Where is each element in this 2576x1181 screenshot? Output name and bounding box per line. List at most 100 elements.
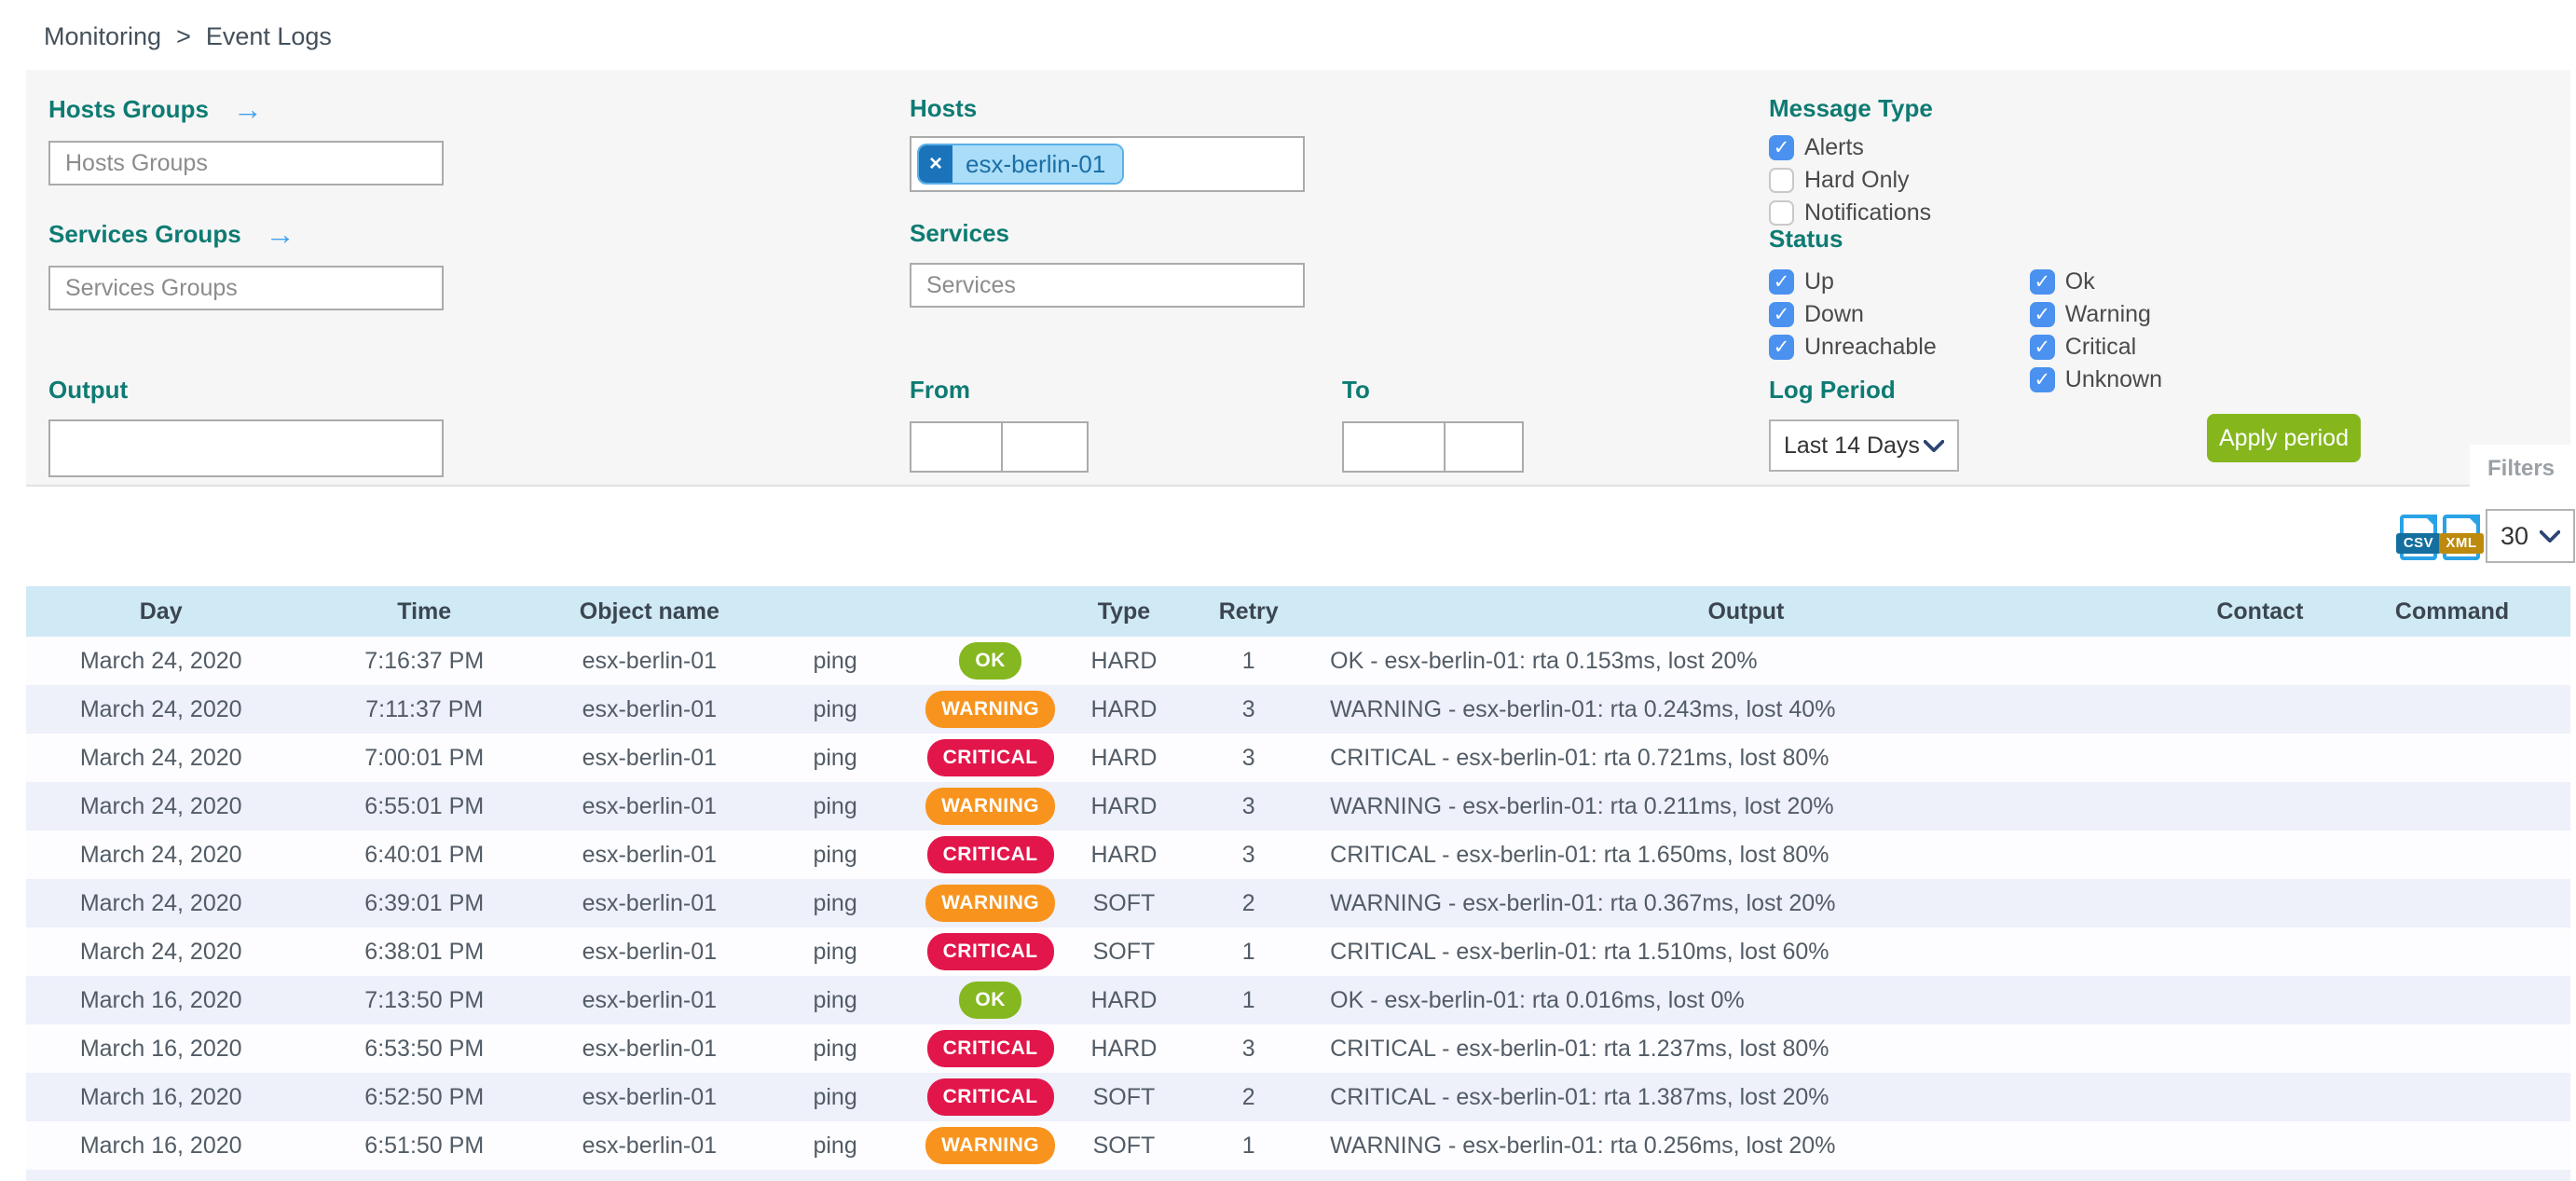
checkbox-ok[interactable]: Ok bbox=[2029, 268, 2162, 295]
checkbox-critical[interactable]: Critical bbox=[2029, 334, 2162, 361]
table-row[interactable]: March 24, 2020 6:38:01 PM esx-berlin-01 pin… bbox=[26, 927, 2570, 976]
cell-service: ping bbox=[813, 1035, 857, 1062]
cell-type: SOFT bbox=[1092, 1132, 1156, 1159]
cell-contact bbox=[2186, 976, 2334, 1024]
log-period-select[interactable]: Last 14 Days bbox=[1769, 419, 1959, 472]
table-row[interactable]: March 24, 2020 7:11:37 PM esx-berlin-01 pin… bbox=[26, 685, 2570, 734]
cell-contact bbox=[2186, 1073, 2334, 1121]
table-row[interactable]: March 16, 2020 6:52:50 PM esx-berlin-01 pin… bbox=[26, 1073, 2570, 1121]
column-header-command[interactable]: Command bbox=[2334, 586, 2570, 637]
services-input[interactable] bbox=[910, 263, 1305, 308]
column-header-status bbox=[924, 586, 1057, 637]
checkbox-warning[interactable]: Warning bbox=[2029, 301, 2162, 328]
chevron-down-icon bbox=[2540, 529, 2560, 542]
cell-object-name: esx-berlin-01 bbox=[582, 695, 718, 722]
cell-day: March 16, 2020 bbox=[79, 1083, 242, 1110]
column-header-service bbox=[746, 586, 925, 637]
column-header-time[interactable]: Time bbox=[295, 586, 554, 637]
checkbox-up[interactable]: Up bbox=[1769, 268, 1937, 295]
table-row[interactable]: March 24, 2020 7:00:01 PM esx-berlin-01 pin… bbox=[26, 734, 2570, 782]
cell-retry: 3 bbox=[1241, 792, 1255, 819]
table-row[interactable]: March 16, 2020 6:53:50 PM esx-berlin-01 pin… bbox=[26, 1024, 2570, 1073]
table-row[interactable]: March 24, 2020 6:39:01 PM esx-berlin-01 pin… bbox=[26, 879, 2570, 927]
cell-service: ping bbox=[813, 889, 857, 916]
table-row[interactable]: March 16, 2020 6:51:50 PM esx-berlin-01 pin… bbox=[26, 1121, 2570, 1170]
cell-command bbox=[2334, 685, 2570, 734]
column-header-retry[interactable]: Retry bbox=[1191, 586, 1307, 637]
from-date-input[interactable] bbox=[910, 421, 1003, 473]
to-time-input[interactable] bbox=[1446, 421, 1524, 473]
column-header-type[interactable]: Type bbox=[1056, 586, 1192, 637]
services-groups-input[interactable] bbox=[48, 266, 444, 310]
checkbox-checked-icon[interactable] bbox=[2029, 335, 2055, 360]
table-row[interactable]: March 24, 2020 6:40:01 PM esx-berlin-01 pin… bbox=[26, 831, 2570, 879]
status-badge: OK bbox=[959, 642, 1021, 680]
arrow-right-icon[interactable]: → bbox=[265, 217, 295, 251]
checkbox-checked-icon[interactable] bbox=[2029, 302, 2055, 327]
cell-service: ping bbox=[813, 1083, 857, 1110]
checkbox-checked-icon[interactable] bbox=[1769, 335, 1794, 360]
message-type-label: Message Type bbox=[1769, 94, 1933, 122]
hosts-input[interactable]: × esx-berlin-01 bbox=[910, 136, 1305, 192]
checkbox-label: Up bbox=[1804, 268, 1834, 295]
csv-export-icon[interactable]: CSV bbox=[2396, 515, 2441, 560]
checkbox-unchecked-icon[interactable] bbox=[1769, 168, 1794, 193]
status-group: Status Up Down Unreachable Ok Warning Critic… bbox=[1769, 225, 2162, 393]
column-header-contact[interactable]: Contact bbox=[2185, 586, 2335, 637]
arrow-right-icon[interactable]: → bbox=[232, 92, 263, 126]
output-input[interactable] bbox=[48, 419, 444, 477]
table-row[interactable]: March 24, 2020 7:16:37 PM esx-berlin-01 pin… bbox=[26, 637, 2570, 685]
table-row[interactable]: March 24, 2020 6:55:01 PM esx-berlin-01 pin… bbox=[26, 782, 2570, 831]
cell-service: ping bbox=[813, 647, 857, 674]
cell-output: CRITICAL - esx-berlin-01: rta 1.237ms, l… bbox=[1330, 1035, 1829, 1062]
column-header-day[interactable]: Day bbox=[26, 586, 296, 637]
breadcrumb-monitoring[interactable]: Monitoring bbox=[44, 22, 162, 50]
column-header-object-name[interactable]: Object name bbox=[553, 586, 747, 637]
apply-period-button[interactable]: Apply period bbox=[2207, 414, 2361, 462]
cell-day: March 16, 2020 bbox=[79, 1035, 242, 1062]
status-badge: OK bbox=[959, 982, 1021, 1019]
xml-export-icon[interactable]: XML bbox=[2439, 515, 2484, 560]
cell-object-name: esx-berlin-01 bbox=[582, 986, 718, 1013]
from-time-input[interactable] bbox=[1003, 421, 1089, 473]
chip-remove-button[interactable]: × bbox=[919, 145, 952, 183]
breadcrumb: Monitoring > Event Logs bbox=[44, 22, 332, 51]
page-size-select[interactable]: 30 bbox=[2486, 509, 2575, 563]
cell-output: OK - esx-berlin-01: rta 0.016ms, lost 0% bbox=[1330, 986, 1745, 1013]
cell-type: SOFT bbox=[1092, 889, 1156, 916]
breadcrumb-event-logs[interactable]: Event Logs bbox=[205, 22, 332, 50]
checkbox-checked-icon[interactable] bbox=[1769, 269, 1794, 295]
checkbox-checked-icon[interactable] bbox=[1769, 135, 1794, 160]
table-row[interactable]: March 16, 2020 7:13:50 PM esx-berlin-01 pin… bbox=[26, 976, 2570, 1024]
cell-service: ping bbox=[813, 744, 857, 771]
export-toolbar: CSV XML 30 bbox=[2396, 509, 2575, 563]
checkbox-unchecked-icon[interactable] bbox=[1769, 200, 1794, 226]
cell-type: HARD bbox=[1090, 1035, 1158, 1062]
cell-contact bbox=[2186, 1024, 2334, 1073]
filters-tab[interactable]: Filters bbox=[2470, 445, 2572, 493]
checkbox-checked-icon[interactable] bbox=[1769, 302, 1794, 327]
to-date-input[interactable] bbox=[1342, 421, 1446, 473]
hosts-groups-input[interactable] bbox=[48, 141, 444, 185]
cell-object-name: esx-berlin-01 bbox=[582, 1035, 718, 1062]
output-label: Output bbox=[48, 376, 129, 404]
checkbox-checked-icon[interactable] bbox=[2029, 269, 2055, 295]
cell-status: CRITICAL bbox=[925, 1073, 1057, 1121]
checkbox-label: Down bbox=[1804, 301, 1864, 327]
cell-command bbox=[2334, 927, 2570, 976]
column-header-output[interactable]: Output bbox=[1306, 586, 2186, 637]
cell-type: HARD bbox=[1090, 695, 1158, 722]
checkbox-checked-icon[interactable] bbox=[2029, 367, 2055, 392]
checkbox-unreachable[interactable]: Unreachable bbox=[1769, 334, 1937, 361]
status-badge: CRITICAL bbox=[926, 836, 1054, 873]
status-badge: CRITICAL bbox=[926, 933, 1054, 970]
checkbox-alerts[interactable]: Alerts bbox=[1769, 134, 1933, 161]
checkbox-notifications[interactable]: Notifications bbox=[1769, 199, 1933, 227]
checkbox-hard-only[interactable]: Hard Only bbox=[1769, 167, 1933, 194]
to-group: To bbox=[1342, 376, 1524, 473]
checkbox-down[interactable]: Down bbox=[1769, 301, 1937, 328]
cell-command bbox=[2334, 782, 2570, 831]
cell-contact bbox=[2186, 879, 2334, 927]
checkbox-unknown[interactable]: Unknown bbox=[2029, 366, 2162, 393]
